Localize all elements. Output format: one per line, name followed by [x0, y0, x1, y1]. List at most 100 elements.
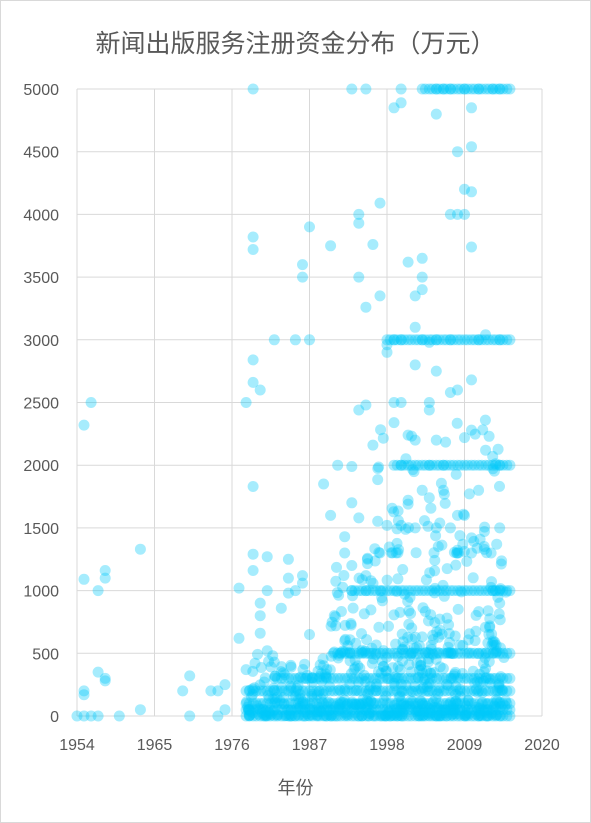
data-point	[269, 696, 281, 708]
data-point	[476, 585, 488, 597]
data-point	[286, 672, 297, 684]
data-point	[335, 704, 347, 716]
data-point	[426, 685, 438, 697]
data-point	[444, 704, 456, 716]
data-point	[469, 428, 481, 440]
data-point	[452, 647, 463, 659]
data-point	[440, 436, 452, 448]
data-point	[357, 694, 369, 706]
data-point	[476, 704, 488, 716]
data-point	[495, 671, 507, 683]
data-point	[289, 672, 301, 684]
data-point	[269, 670, 281, 682]
data-point	[452, 685, 463, 697]
data-point	[497, 698, 509, 709]
data-point	[275, 704, 287, 716]
data-point	[405, 710, 417, 722]
data-point	[455, 685, 467, 697]
data-point	[346, 698, 358, 709]
data-point	[473, 672, 485, 684]
data-point	[434, 334, 445, 346]
data-point	[297, 704, 308, 716]
data-point	[470, 683, 482, 695]
data-point	[302, 710, 314, 722]
data-point	[262, 689, 274, 701]
data-point	[286, 710, 298, 722]
data-point	[451, 417, 463, 429]
data-point	[257, 707, 268, 719]
data-point	[258, 709, 270, 721]
data-point	[338, 570, 350, 581]
data-point	[342, 685, 354, 697]
data-point	[501, 685, 513, 697]
data-point	[353, 572, 365, 584]
data-point	[300, 672, 312, 684]
data-point	[422, 685, 434, 697]
data-point	[268, 710, 280, 722]
data-point	[297, 696, 309, 707]
data-point	[495, 642, 506, 654]
data-point	[497, 685, 509, 697]
data-point	[454, 639, 466, 651]
data-point	[304, 698, 315, 709]
data-point	[448, 699, 459, 711]
data-point	[339, 531, 351, 543]
data-point	[447, 648, 459, 660]
x-tick-label: 1987	[292, 737, 328, 754]
data-point	[252, 648, 263, 660]
data-point	[479, 652, 491, 664]
data-point	[335, 672, 347, 684]
data-point	[471, 542, 483, 554]
data-point	[267, 693, 279, 705]
data-point	[483, 629, 495, 640]
data-point	[389, 699, 400, 711]
data-point	[394, 710, 406, 721]
data-point	[486, 707, 498, 719]
data-point	[282, 572, 294, 584]
data-point	[437, 663, 449, 674]
data-point	[247, 244, 259, 255]
data-point	[342, 698, 354, 709]
data-point	[321, 672, 333, 684]
data-point	[487, 83, 499, 95]
data-point	[409, 434, 421, 446]
data-point	[462, 698, 474, 709]
data-point	[463, 488, 475, 500]
data-point	[441, 647, 452, 659]
data-point	[279, 710, 290, 722]
data-point	[491, 645, 503, 657]
data-point	[473, 83, 485, 95]
data-point	[451, 698, 463, 710]
data-point	[419, 710, 431, 722]
data-point	[370, 585, 382, 597]
data-point	[321, 685, 333, 697]
data-point	[258, 676, 270, 688]
data-point	[423, 672, 435, 684]
data-point	[462, 710, 474, 722]
data-point	[481, 698, 493, 710]
data-point	[277, 667, 289, 679]
data-point	[423, 698, 435, 709]
data-point	[335, 606, 347, 617]
data-point	[388, 710, 400, 722]
data-point	[494, 522, 506, 534]
data-point	[324, 664, 336, 676]
data-point	[395, 519, 407, 531]
data-point	[244, 709, 255, 721]
data-point	[411, 704, 423, 716]
data-point	[297, 698, 308, 709]
data-point	[489, 700, 500, 712]
data-point	[406, 633, 418, 645]
data-point	[408, 466, 420, 478]
data-point	[325, 710, 337, 722]
data-point	[480, 329, 492, 341]
data-point	[487, 685, 499, 697]
data-point	[281, 704, 293, 716]
data-point	[403, 605, 415, 617]
data-point	[337, 645, 349, 657]
data-point	[482, 637, 494, 649]
data-point	[459, 709, 471, 721]
data-point	[473, 685, 485, 697]
data-point	[430, 698, 442, 709]
data-point	[387, 662, 399, 674]
